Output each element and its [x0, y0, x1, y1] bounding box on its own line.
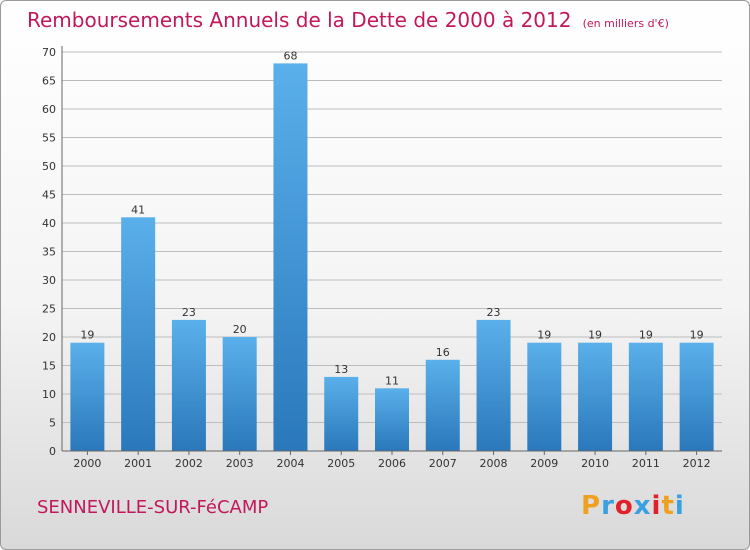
x-tick-label: 2010	[581, 457, 609, 470]
bar-2000	[70, 342, 105, 451]
x-tick-label: 2011	[632, 457, 660, 470]
x-tick-label: 2002	[175, 457, 203, 470]
x-tick-label: 2005	[327, 457, 355, 470]
y-tick-label: 40	[42, 217, 56, 230]
logo-letter: P	[581, 491, 602, 521]
x-tick-label: 2007	[429, 457, 457, 470]
y-tick-label: 50	[42, 160, 56, 173]
x-tick-label: 2000	[73, 457, 101, 470]
y-tick-label: 20	[42, 331, 56, 344]
x-tick-label: 2009	[530, 457, 558, 470]
x-tick-label: 2012	[683, 457, 711, 470]
bar-value-label: 11	[385, 374, 399, 387]
x-tick-label: 2003	[226, 457, 254, 470]
bar-value-label: 41	[131, 203, 145, 216]
logo-letter: i	[674, 491, 685, 521]
y-tick-label: 15	[42, 360, 56, 373]
chart-title: Remboursements Annuels de la Dette de 20…	[27, 8, 669, 32]
bar-2005	[324, 376, 359, 451]
chart-unit: (en milliers d'€)	[582, 17, 669, 30]
bar-value-label: 23	[487, 306, 501, 319]
bar-2008	[476, 319, 511, 451]
y-tick-label: 5	[49, 417, 56, 430]
bar-2006	[375, 388, 409, 451]
bar-2010	[578, 342, 613, 451]
bars: 19 41 23 20 68 13 11 16 23 19 19 19 19	[70, 49, 714, 452]
logo-letter: t	[661, 491, 675, 521]
x-tick-label: 2008	[480, 457, 508, 470]
y-tick-label: 45	[42, 189, 56, 202]
bar-2012	[679, 342, 714, 451]
x-tick-label: 2004	[276, 457, 304, 470]
x-axis: 2000 2001 2002 2003 2004 2005 2006 2007 2008 2009…	[62, 450, 722, 470]
y-axis: 0 5 10 15 20 25 30 35 40 45 50 55 60 65 70	[42, 46, 63, 458]
bar-2002	[171, 319, 206, 451]
bar-value-label: 20	[233, 323, 247, 336]
bar-value-label: 68	[283, 49, 297, 62]
y-tick-label: 35	[42, 246, 56, 259]
x-tick-label: 2001	[124, 457, 152, 470]
y-tick-label: 10	[42, 388, 56, 401]
bar-value-label: 19	[537, 329, 551, 342]
bar-2003	[222, 337, 257, 451]
proxiti-logo: Proxiti	[581, 491, 685, 521]
chart-title-text: Remboursements Annuels de la Dette de 20…	[27, 8, 572, 32]
y-tick-label: 70	[42, 46, 56, 59]
bar-2009	[527, 342, 562, 451]
logo-letter: x	[633, 491, 652, 521]
logo-letter: o	[614, 491, 634, 521]
bar-value-label: 19	[639, 329, 653, 342]
y-tick-label: 30	[42, 274, 56, 287]
bar-value-label: 16	[436, 346, 450, 359]
bar-2004	[273, 63, 308, 452]
bar-value-label: 19	[80, 329, 94, 342]
bar-value-label: 13	[334, 363, 348, 376]
bar-value-label: 23	[182, 306, 196, 319]
y-tick-label: 0	[49, 445, 56, 458]
bar-value-label: 19	[690, 329, 704, 342]
logo-letter: i	[651, 491, 662, 521]
x-tick-label: 2006	[378, 457, 406, 470]
bar-2011	[628, 342, 663, 451]
logo-letter: r	[601, 491, 615, 521]
bar-2007	[425, 359, 460, 451]
y-tick-label: 65	[42, 75, 56, 88]
y-tick-label: 60	[42, 103, 56, 116]
city-name: SENNEVILLE-SUR-FéCAMP	[37, 497, 269, 518]
y-tick-label: 25	[42, 303, 56, 316]
bar-value-label: 19	[588, 329, 602, 342]
bar-2001	[121, 217, 156, 451]
y-tick-label: 55	[42, 132, 56, 145]
